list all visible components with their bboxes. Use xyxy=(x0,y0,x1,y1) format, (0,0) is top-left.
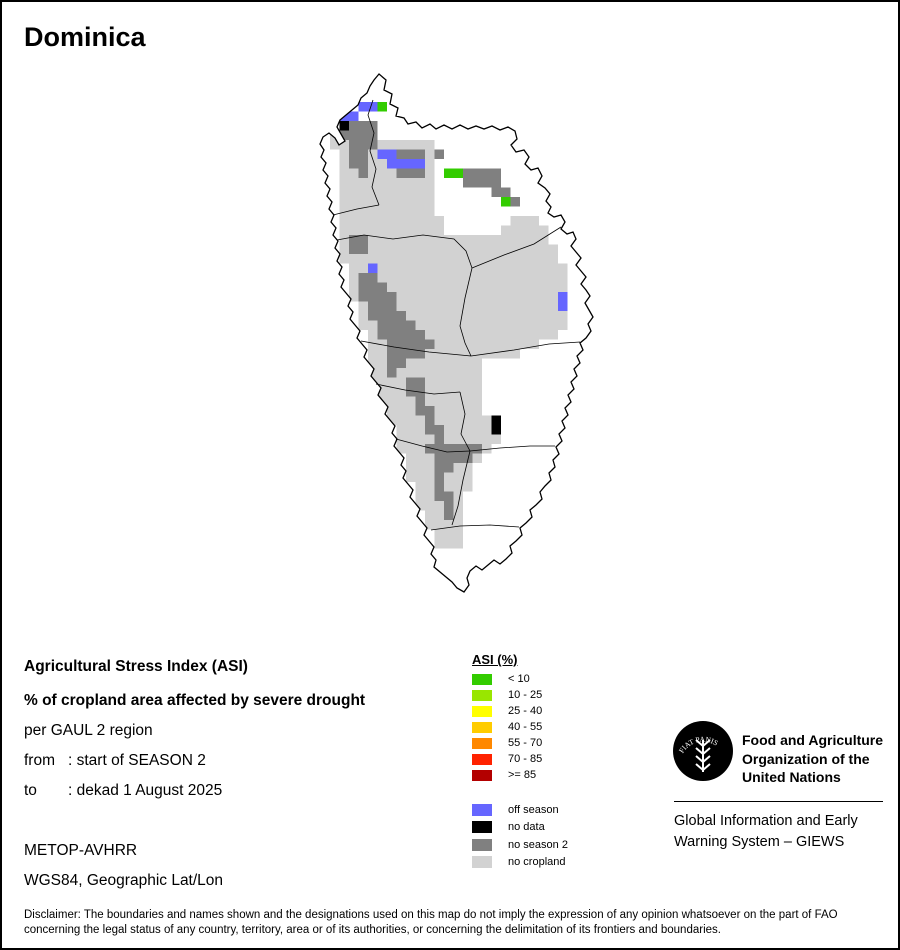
legend-item: off season xyxy=(472,801,568,819)
to-value: : dekad 1 August 2025 xyxy=(68,782,223,799)
page-title: Dominica xyxy=(24,22,146,52)
legend-swatch xyxy=(472,673,492,685)
legend-item: no cropland xyxy=(472,854,568,872)
legend-label: no season 2 xyxy=(508,838,568,851)
legend-item: >= 85 xyxy=(472,767,542,783)
giews-name: Global Information and Early Warning Sys… xyxy=(674,811,858,852)
fao-divider xyxy=(674,801,883,802)
legend-swatch xyxy=(472,689,492,701)
legend-item: 40 - 55 xyxy=(472,719,542,735)
legend-label: no cropland xyxy=(508,856,566,869)
wheat-icon xyxy=(695,739,711,772)
disclaimer-line: concerning the legal status of any count… xyxy=(24,924,721,936)
fao-org-line: Food and Agriculture xyxy=(742,732,884,748)
legend-label: no data xyxy=(508,821,545,834)
legend-swatch xyxy=(472,721,492,733)
period-from: from : start of SEASON 2 xyxy=(24,752,206,770)
boundary-lines xyxy=(332,99,581,531)
legend-item: 70 - 85 xyxy=(472,751,542,767)
legend-swatch xyxy=(472,753,492,765)
legend-swatch xyxy=(472,705,492,717)
fao-logo-icon: FIAT PANIS xyxy=(673,721,733,781)
legend-item: no season 2 xyxy=(472,836,568,854)
legend-swatch xyxy=(472,856,492,869)
legend-item: 55 - 70 xyxy=(472,735,542,751)
fao-org-line: United Nations xyxy=(742,769,841,785)
legend-swatch xyxy=(472,769,492,781)
legend-title: ASI (%) xyxy=(472,652,518,667)
legend-swatch xyxy=(472,737,492,749)
asi-subtitle: % of cropland area affected by severe dr… xyxy=(24,692,366,709)
legend-item: < 10 xyxy=(472,671,542,687)
to-label: to xyxy=(24,782,37,799)
asi-title: Agricultural Stress Index (ASI) xyxy=(24,658,248,675)
legend-label: 10 - 25 xyxy=(508,689,543,701)
legend-swatch xyxy=(472,821,492,834)
sensor-line: METOP-AVHRR xyxy=(24,842,138,859)
legend-item: 10 - 25 xyxy=(472,687,542,703)
legend-label: 70 - 85 xyxy=(508,753,543,765)
legend-label: 40 - 55 xyxy=(508,721,543,733)
legend-label: 55 - 70 xyxy=(508,737,543,749)
region-line: per GAUL 2 region xyxy=(24,722,153,739)
legend-classes: < 10 10 - 25 25 - 40 40 - 55 55 - 70 70 - 85 >… xyxy=(472,671,542,783)
disclaimer: Disclaimer: The boundaries and names sho… xyxy=(24,908,884,938)
island-outline xyxy=(319,73,594,593)
from-label: from xyxy=(24,752,55,769)
legend-label: 25 - 40 xyxy=(508,705,543,717)
period-to: to : dekad 1 August 2025 xyxy=(24,782,222,800)
giews-line: Global Information and Early xyxy=(674,813,858,829)
legend-swatch xyxy=(472,803,492,816)
legend-extra: off season no data no season 2 no cropland xyxy=(472,801,568,871)
legend-label: < 10 xyxy=(508,673,530,685)
projection-line: WGS84, Geographic Lat/Lon xyxy=(24,872,224,889)
legend-label: >= 85 xyxy=(508,769,537,781)
fao-org-name: Food and Agriculture Organization of the… xyxy=(742,731,883,787)
giews-line: Warning System – GIEWS xyxy=(674,833,845,850)
legend-item: no data xyxy=(472,819,568,837)
fao-org-line: Organization of the xyxy=(742,750,870,767)
legend-label: off season xyxy=(508,803,559,816)
legend-item: 25 - 40 xyxy=(472,703,542,719)
from-value: : start of SEASON 2 xyxy=(68,752,206,769)
disclaimer-line: Disclaimer: The boundaries and names sho… xyxy=(24,909,838,921)
legend-swatch xyxy=(472,838,492,851)
